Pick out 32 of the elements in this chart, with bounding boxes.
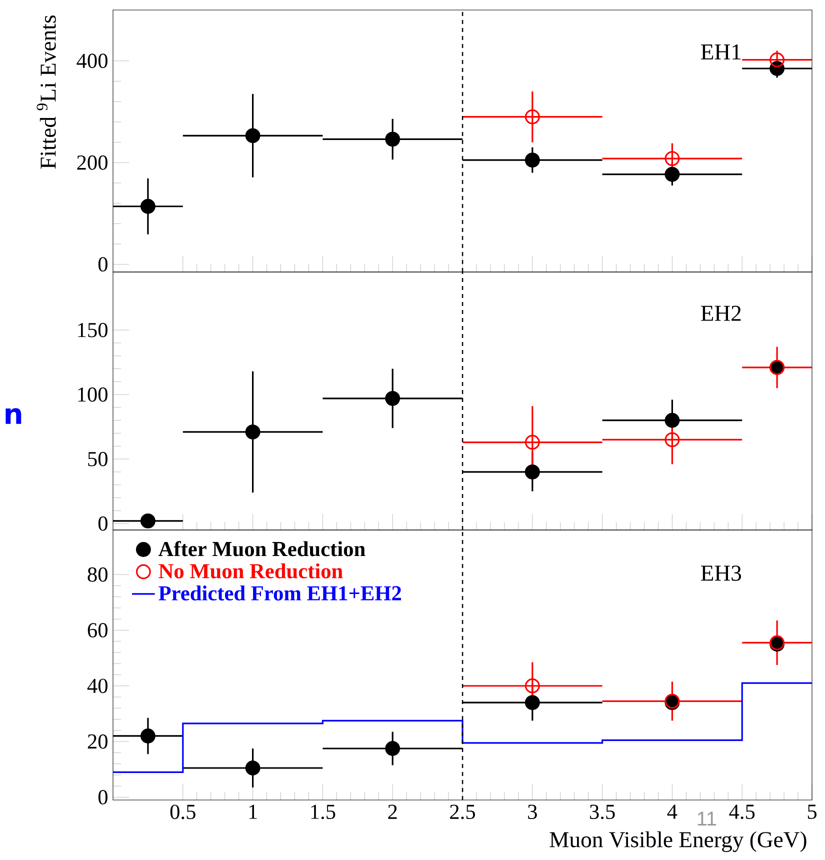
annotation: EH1 [701,44,741,60]
y-tick-label: 60 [88,623,108,638]
y-tick-label: 20 [88,734,108,749]
y-tick-label: 80 [88,567,108,582]
x-tick-label: 1.5 [311,804,336,820]
x-tick-label: 0.5 [170,804,196,820]
legend-label: No Muon Reduction [158,563,343,578]
y-tick-label: 50 [88,452,108,466]
x-tick-label: 4 [667,804,678,819]
annotation: EH3 [701,566,742,581]
y-tick-label: 0 [98,790,108,804]
y-tick-label: 200 [77,155,108,170]
x-tick-label: 2.5 [450,804,475,820]
y-tick-label: 400 [76,54,108,68]
x-axis-title: Muon Visible Energy (GeV) [550,831,806,852]
text: 11 [698,812,716,826]
y-tick-label: 0 [98,257,108,272]
x-tick-label: 1 [249,804,257,819]
x-tick-label: 2 [388,804,397,819]
y-tick-label: 40 [87,678,108,694]
x-tick-label: 3.5 [590,804,615,820]
y-tick-label: 100 [78,387,108,402]
y-tick-label: 0 [98,516,108,531]
x-tick-label: 5 [808,804,816,819]
y-axis-title: Fitted $^{9}$Li Events [36,16,56,169]
annotation: EH2 [701,306,741,321]
x-tick-label: 3 [528,804,537,820]
legend-label: After Muon Reduction [158,541,366,556]
x-tick-label: 4.5 [729,804,755,820]
text: n [6,408,22,424]
legend-label: Predicted From EH1+EH2 [158,585,402,601]
y-tick-label: 150 [78,322,108,338]
